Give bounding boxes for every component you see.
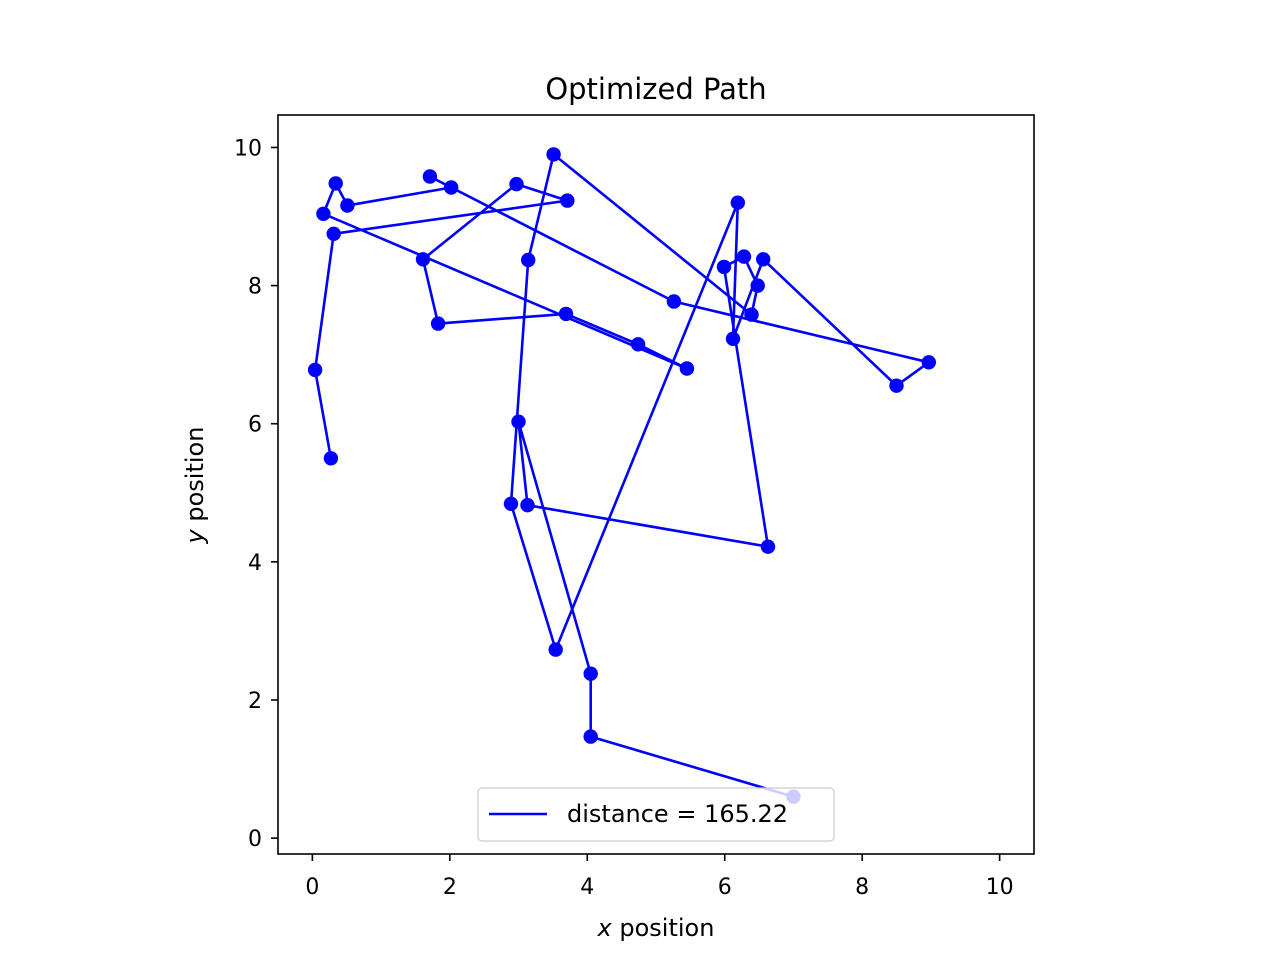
y-axis-ticks: 0 2 4 6 8 10: [234, 136, 278, 852]
route-point: [558, 306, 574, 322]
legend-box: [477, 787, 835, 842]
route-point: [503, 496, 519, 511]
route-point: [511, 414, 526, 429]
y-axis-label: y position: [181, 427, 209, 545]
x-tick-label: 8: [855, 875, 869, 900]
y-tick-label: 2: [248, 689, 262, 714]
legend: distance = 165.22: [477, 787, 835, 842]
x-tick-label: 2: [443, 875, 457, 900]
route-point: [889, 378, 904, 393]
route-point: [323, 451, 339, 466]
x-tick-label: 6: [718, 875, 732, 900]
x-axis-ticks: 0 2 4 6 8 10: [305, 854, 1014, 900]
route-point: [583, 729, 598, 744]
chart-title: Optimized Path: [545, 72, 766, 106]
route-point: [340, 198, 355, 213]
route-point: [444, 180, 459, 195]
route-point: [328, 176, 343, 191]
route-point: [316, 206, 331, 221]
x-axis-label: x position: [597, 914, 715, 942]
axes-frame: [277, 114, 1035, 855]
route-point: [679, 361, 695, 376]
x-axis-label-variable: x: [597, 914, 613, 942]
route-point: [750, 278, 765, 293]
y-tick-label: 4: [248, 551, 262, 576]
route-point: [430, 316, 446, 331]
route-point: [921, 355, 936, 370]
x-tick-label: 4: [580, 875, 594, 900]
route-point: [756, 252, 771, 267]
route-point: [716, 259, 732, 275]
route-point: [730, 195, 745, 210]
x-tick-label: 0: [305, 875, 319, 900]
x-tick-label: 10: [986, 875, 1014, 900]
route-point: [326, 226, 341, 241]
route-point: [560, 193, 575, 208]
route-point: [760, 539, 776, 554]
route-point: [630, 337, 646, 352]
route-point: [583, 666, 598, 681]
route-point: [725, 331, 741, 346]
route-point: [509, 176, 524, 192]
route-point: [744, 307, 759, 322]
route-point: [548, 642, 563, 657]
route-point: [666, 294, 682, 309]
route-point: [307, 362, 323, 378]
route-point: [736, 249, 752, 264]
route-point: [546, 147, 561, 162]
x-axis-label-text: position: [612, 914, 715, 942]
legend-label: distance = 165.22: [567, 800, 788, 828]
route-point: [521, 252, 536, 268]
y-tick-label: 6: [248, 413, 262, 438]
route-point: [520, 498, 535, 513]
y-tick-label: 8: [248, 275, 262, 300]
y-tick-label: 0: [248, 827, 262, 852]
route-point: [415, 252, 431, 267]
y-axis-label-text: position: [181, 427, 209, 530]
y-axis-label-variable: y: [181, 528, 209, 544]
route-point: [422, 169, 438, 184]
y-tick-label: 10: [234, 136, 262, 161]
